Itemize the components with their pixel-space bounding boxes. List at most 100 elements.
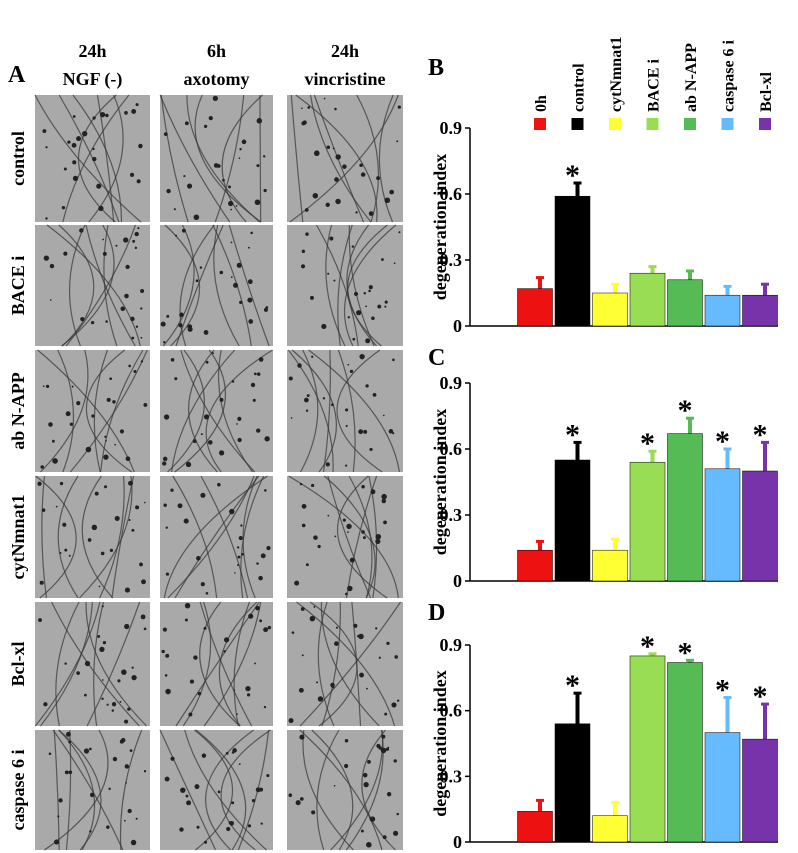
debris xyxy=(223,637,230,643)
debris xyxy=(54,839,60,845)
neurite xyxy=(72,94,123,223)
debris xyxy=(299,734,305,740)
debris xyxy=(258,357,264,362)
significance-marker: * xyxy=(640,427,655,460)
debris xyxy=(132,239,136,243)
debris xyxy=(384,712,388,716)
neurite xyxy=(289,94,399,223)
debris xyxy=(45,146,48,149)
debris xyxy=(392,432,395,435)
debris xyxy=(301,503,307,509)
debris xyxy=(194,784,200,790)
debris xyxy=(43,702,48,707)
bar xyxy=(554,195,591,327)
significance-marker: * xyxy=(565,669,580,702)
debris xyxy=(248,319,254,324)
debris xyxy=(358,633,364,640)
bar xyxy=(704,294,741,327)
debris xyxy=(124,719,129,724)
y-tick-label: 0.3 xyxy=(440,766,463,786)
debris xyxy=(203,330,209,335)
debris xyxy=(247,279,253,285)
debris xyxy=(135,817,138,820)
debris xyxy=(127,707,131,711)
debris xyxy=(55,505,58,508)
debris xyxy=(170,357,175,362)
debris xyxy=(305,563,309,567)
debris xyxy=(247,824,252,828)
debris xyxy=(250,231,253,235)
debris xyxy=(353,623,358,628)
debris xyxy=(256,164,260,168)
neurite xyxy=(316,224,359,347)
debris xyxy=(72,160,77,165)
y-tick-label: 0.6 xyxy=(440,184,463,204)
y-tick-label: 0 xyxy=(453,571,462,591)
debris xyxy=(140,614,146,620)
debris xyxy=(65,731,71,737)
legend-swatch xyxy=(571,118,584,130)
debris xyxy=(386,792,392,797)
neurite xyxy=(233,601,251,727)
debris xyxy=(255,605,260,611)
debris xyxy=(388,429,394,434)
debris xyxy=(358,429,364,435)
micrograph-bg xyxy=(287,730,403,850)
debris xyxy=(366,841,372,848)
debris xyxy=(211,352,214,355)
debris xyxy=(333,279,336,282)
debris xyxy=(347,316,350,319)
debris xyxy=(125,456,131,462)
neurite xyxy=(214,94,245,223)
debris xyxy=(351,245,355,248)
row-label: caspase 6 i xyxy=(8,750,28,831)
neurite xyxy=(228,224,270,347)
panel-label: B xyxy=(428,55,444,81)
debris xyxy=(295,800,301,806)
bar xyxy=(517,811,553,843)
debris xyxy=(124,764,130,769)
debris xyxy=(260,553,266,559)
debris xyxy=(45,217,48,220)
neurite xyxy=(316,729,340,851)
debris xyxy=(193,214,200,221)
debris xyxy=(79,228,84,233)
debris xyxy=(49,263,55,269)
neurite xyxy=(96,94,115,223)
row-label: cytNmnat1 xyxy=(8,495,28,580)
legend-label: BACE i xyxy=(646,59,663,112)
debris xyxy=(386,641,390,645)
micrograph xyxy=(159,729,273,851)
debris xyxy=(365,384,369,388)
debris xyxy=(345,592,348,596)
debris xyxy=(38,618,42,623)
debris xyxy=(393,759,397,763)
debris xyxy=(380,747,387,754)
debris xyxy=(98,585,101,588)
debris xyxy=(361,530,365,534)
neurite xyxy=(188,349,218,473)
debris xyxy=(201,753,207,758)
debris xyxy=(69,422,74,426)
debris xyxy=(124,819,126,822)
debris xyxy=(195,279,199,283)
micrograph-bg xyxy=(287,602,403,726)
debris xyxy=(124,111,128,115)
debris xyxy=(225,752,229,755)
neurite xyxy=(194,94,262,223)
micrograph-bg xyxy=(160,476,273,598)
debris xyxy=(352,337,356,341)
debris xyxy=(398,231,401,234)
debris xyxy=(140,289,145,293)
panel-label: D xyxy=(428,600,445,626)
debris xyxy=(112,756,118,762)
debris xyxy=(128,480,134,486)
debris xyxy=(203,414,210,420)
debris xyxy=(175,234,178,237)
neurite xyxy=(356,94,379,223)
debris xyxy=(200,433,203,436)
micrograph-bg xyxy=(287,225,403,346)
debris xyxy=(111,709,115,712)
debris xyxy=(205,360,209,364)
